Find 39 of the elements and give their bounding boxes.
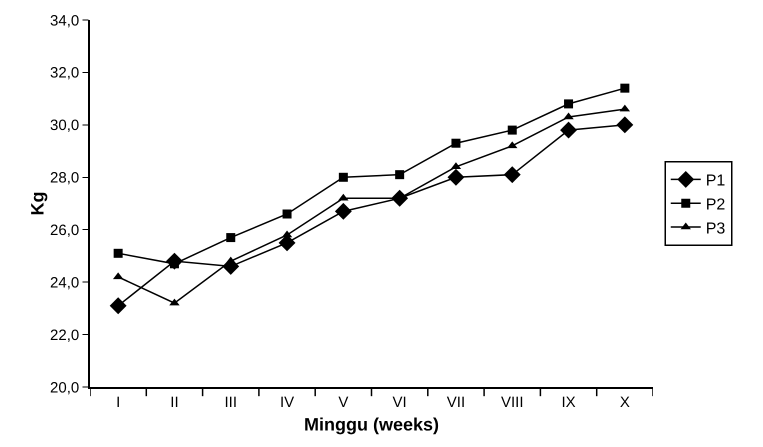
x-tick-label: V: [338, 394, 348, 411]
x-tick-label: VI: [392, 394, 407, 411]
point: [508, 126, 517, 135]
x-tick-label: IV: [280, 394, 294, 411]
x-tick-label: I: [116, 394, 120, 411]
x-axis-title: Minggu (weeks): [304, 414, 440, 434]
y-tick-label: 32,0: [50, 64, 80, 82]
legend-label: P3: [706, 220, 726, 238]
y-axis-title: Kg: [28, 192, 48, 216]
point: [448, 168, 464, 186]
y-tick-label: 26,0: [50, 222, 80, 239]
x-tick-label: II: [170, 394, 179, 411]
point: [114, 248, 123, 258]
legend-label: P2: [706, 196, 726, 214]
x-tick-label: IX: [561, 394, 576, 411]
x-tick-label: III: [224, 394, 238, 411]
point: [282, 209, 292, 218]
legend-label: P1: [706, 172, 726, 190]
point: [451, 138, 460, 148]
x-tick-label: VII: [446, 394, 466, 411]
point: [507, 141, 518, 148]
y-tick-label: 24,0: [50, 274, 80, 292]
point: [620, 84, 630, 93]
point: [338, 172, 348, 182]
point: [564, 99, 574, 108]
x-tick-label: VIII: [500, 394, 524, 411]
point: [504, 166, 521, 184]
point: [110, 297, 127, 314]
y-tick-label: 20,0: [50, 379, 80, 396]
x-tick-label: X: [620, 394, 630, 411]
point: [226, 233, 236, 242]
point: [616, 116, 634, 134]
point: [560, 122, 577, 139]
y-tick-label: 22,0: [50, 326, 80, 344]
y-tick-label: 34,0: [50, 12, 80, 30]
y-tick-label: 28,0: [50, 170, 80, 187]
point: [395, 170, 404, 180]
point: [334, 202, 352, 220]
y-tick-label: 30,0: [50, 117, 80, 134]
